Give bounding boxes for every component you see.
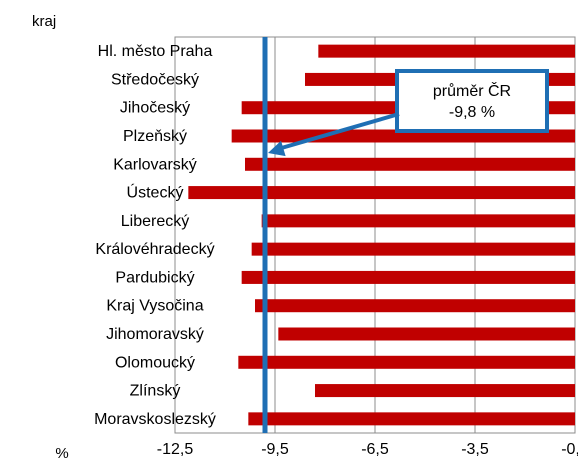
- x-tick-label-2: -6,5: [361, 441, 389, 458]
- bar-8: [241, 270, 575, 284]
- category-labels: Hl. město Praha Středočeský Jihočeský Plzeň…: [94, 43, 216, 428]
- bar-4: [245, 157, 575, 171]
- y-axis-title: kraj: [32, 13, 56, 30]
- bar-12: [315, 384, 575, 398]
- category-label-1: Středočeský: [111, 71, 199, 88]
- x-tick-label-0: -12,5: [157, 441, 194, 458]
- category-label-2: Jihočeský: [120, 100, 190, 117]
- x-axis-unit: %: [55, 445, 68, 459]
- x-tick-label-1: -9,5: [261, 441, 289, 458]
- bar-7: [251, 242, 575, 256]
- bar-9: [255, 299, 575, 313]
- bar-11: [238, 355, 576, 369]
- category-label-12: Zlínský: [130, 383, 181, 400]
- category-label-5: Ústecký: [127, 183, 184, 202]
- bar-6: [261, 214, 575, 228]
- bar-5: [188, 186, 576, 200]
- annotation-text-line-1: -9,8 %: [449, 104, 495, 121]
- annotation-arrow-shaft: [277, 112, 400, 151]
- category-label-4: Karlovarský: [113, 156, 197, 173]
- category-label-9: Kraj Vysočina: [106, 298, 203, 315]
- category-label-0: Hl. město Praha: [98, 43, 213, 60]
- bar-10: [278, 327, 575, 341]
- category-label-13: Moravskoslezský: [94, 411, 216, 428]
- category-label-8: Pardubický: [115, 269, 194, 286]
- x-tick-labels: -12,5 -9,5 -6,5 -3,5 -0,5: [157, 441, 578, 458]
- category-label-7: Královéhradecký: [95, 241, 214, 258]
- bar-13: [248, 412, 576, 426]
- category-label-10: Jihomoravský: [106, 326, 204, 343]
- category-label-3: Plzeňský: [123, 128, 187, 145]
- annotation-text-line-0: průměr ČR: [433, 81, 511, 100]
- category-label-11: Olomoucký: [115, 354, 195, 371]
- bar-0: [318, 44, 575, 58]
- annotation-box: [395, 69, 549, 133]
- category-label-6: Liberecký: [121, 213, 189, 230]
- x-tick-label-4: -0,5: [561, 441, 578, 458]
- x-tick-label-3: -3,5: [461, 441, 489, 458]
- annotation-arrow-head: [268, 140, 286, 157]
- average-reference: průměr ČR -9,8 %: [262, 37, 549, 433]
